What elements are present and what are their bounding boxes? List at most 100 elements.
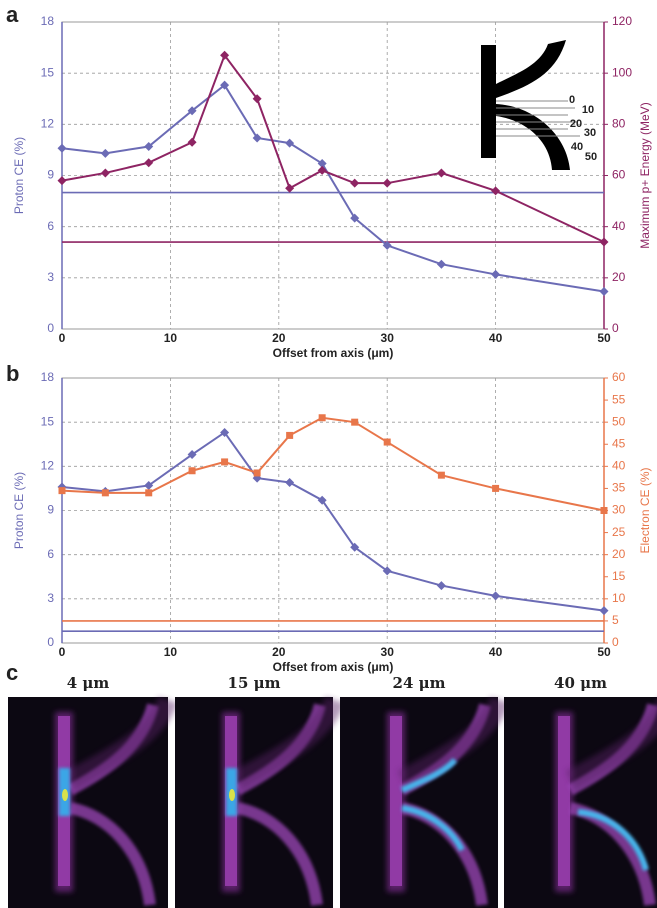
marker (285, 138, 295, 148)
image-background (504, 697, 657, 908)
y-tick-label: 0 (47, 321, 54, 335)
inset-label: 30 (584, 127, 596, 139)
marker (437, 471, 445, 479)
x-tick-label: 50 (597, 331, 611, 345)
lower-arc (68, 802, 156, 906)
y2-tick-label: 20 (612, 270, 626, 284)
image-title: 4 μm (67, 674, 110, 692)
y-tick-label: 18 (41, 14, 55, 28)
y2-tick-label: 20 (612, 547, 626, 561)
x-tick-label: 40 (489, 645, 503, 659)
y2-tick-label: 0 (612, 635, 619, 649)
marker (100, 168, 110, 178)
panel-label: a (6, 2, 19, 27)
simulation-image (8, 696, 178, 908)
x-tick-label: 50 (597, 645, 611, 659)
panel-label: c (6, 660, 18, 685)
marker (599, 237, 609, 247)
marker (145, 489, 153, 497)
outer-glow (232, 696, 345, 789)
inset-label: 0 (569, 94, 575, 106)
y2-tick-label: 60 (612, 168, 626, 182)
marker (436, 581, 446, 591)
marker (285, 183, 295, 193)
marker (144, 480, 154, 490)
marker (599, 286, 609, 296)
image-title: 40 μm (554, 674, 607, 692)
marker (221, 458, 229, 466)
marker (491, 186, 501, 196)
x-tick-label: 0 (59, 645, 66, 659)
marker (286, 431, 294, 439)
marker (220, 50, 230, 60)
marker (318, 414, 326, 422)
x-tick-label: 30 (381, 331, 395, 345)
inset-label: 10 (582, 104, 594, 116)
marker (101, 489, 109, 497)
hot-arc (401, 805, 465, 852)
marker (382, 178, 392, 188)
image-title: 15 μm (228, 674, 281, 692)
marker (100, 148, 110, 158)
y-axis-label: Proton CE (%) (12, 137, 26, 214)
y2-tick-label: 100 (612, 65, 632, 79)
marker (144, 158, 154, 168)
marker (382, 566, 392, 576)
series-line (61, 416, 605, 512)
y2-tick-label: 80 (612, 117, 626, 131)
y2-tick-label: 15 (612, 569, 626, 583)
x-tick-label: 10 (164, 331, 178, 345)
x-tick-label: 0 (59, 331, 66, 345)
marker (188, 467, 196, 475)
simulation-image (175, 696, 345, 908)
simulation-image (504, 697, 657, 908)
hot-arc (400, 757, 458, 793)
marker (350, 213, 360, 223)
y-tick-label: 12 (41, 117, 55, 131)
x-tick-label: 10 (164, 645, 178, 659)
marker (317, 165, 327, 175)
y2-tick-label: 55 (612, 392, 626, 406)
y-tick-label: 9 (47, 503, 54, 517)
marker (57, 143, 67, 153)
marker (436, 168, 446, 178)
marker (382, 240, 392, 250)
y-tick-label: 9 (47, 168, 54, 182)
y-tick-label: 15 (41, 414, 55, 428)
y-tick-label: 0 (47, 635, 54, 649)
outer-glow (397, 696, 510, 789)
inset-schematic (481, 40, 580, 170)
marker (220, 427, 230, 437)
marker (436, 259, 446, 269)
y2-axis-label: Maximum p+ Energy (MeV) (638, 102, 652, 248)
marker (253, 469, 261, 477)
marker (187, 106, 197, 116)
y2-tick-label: 60 (612, 370, 626, 384)
x-tick-label: 30 (381, 645, 395, 659)
y2-tick-label: 40 (612, 459, 626, 473)
outer-glow (565, 700, 657, 789)
y2-tick-label: 10 (612, 591, 626, 605)
y-tick-label: 12 (41, 459, 55, 473)
marker (252, 94, 262, 104)
simulation-image (340, 696, 510, 908)
y2-tick-label: 120 (612, 14, 632, 28)
marker (144, 142, 154, 152)
outer-glow (65, 696, 178, 789)
inset-label: 20 (570, 118, 582, 130)
marker (351, 418, 359, 426)
y2-tick-label: 0 (612, 321, 619, 335)
marker (491, 269, 501, 279)
marker (252, 133, 262, 143)
target-bar (390, 716, 402, 886)
y-tick-label: 3 (47, 270, 54, 284)
x-tick-label: 40 (489, 331, 503, 345)
marker (57, 176, 67, 186)
hot-arc (577, 809, 649, 871)
marker (220, 80, 230, 90)
x-tick-label: 20 (272, 331, 286, 345)
inset-label: 40 (571, 141, 583, 153)
y-tick-label: 3 (47, 591, 54, 605)
